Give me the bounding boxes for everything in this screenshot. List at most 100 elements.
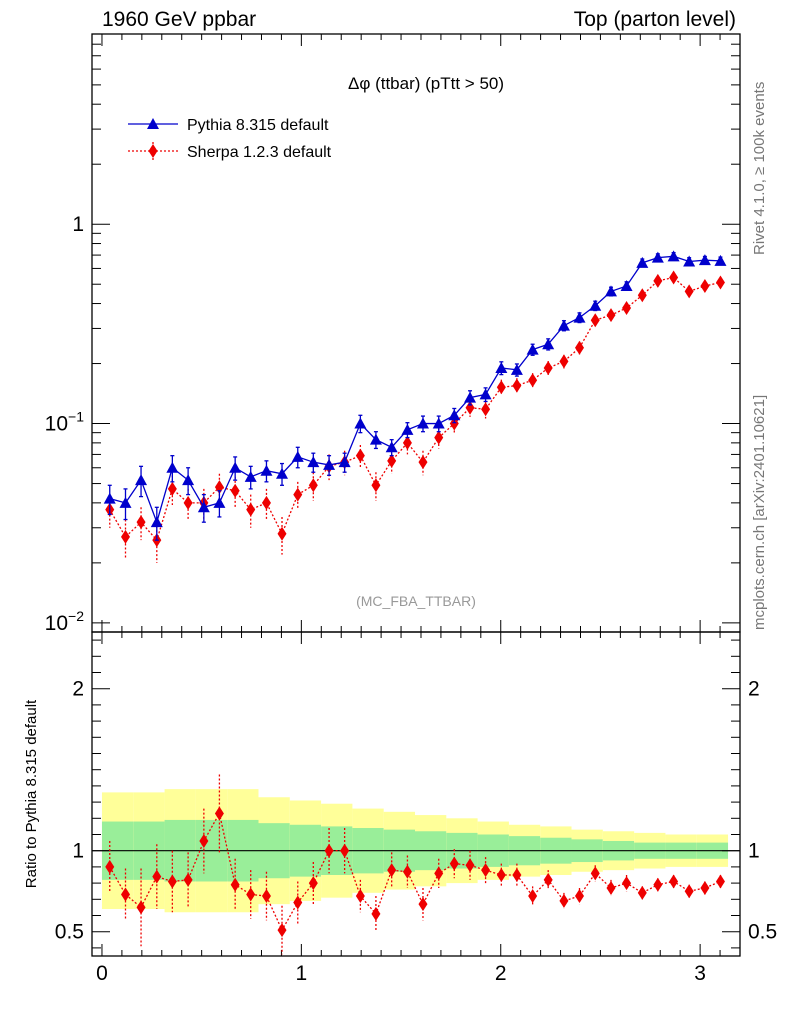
diamond-marker (418, 455, 428, 470)
diamond-marker (214, 480, 224, 495)
triangle-marker (135, 474, 148, 486)
diamond-marker (136, 900, 146, 915)
diamond-marker (700, 880, 710, 895)
diamond-marker (512, 378, 522, 393)
triangle-marker (276, 467, 289, 479)
ratio-y-ticks (92, 639, 740, 949)
triangle-marker (244, 470, 257, 482)
diamond-marker (637, 885, 647, 900)
y-tick-label: 10−1 (45, 409, 85, 436)
triangle-marker (338, 456, 351, 468)
triangle-marker (698, 254, 711, 266)
diamond-marker (669, 270, 679, 285)
diamond-marker (167, 874, 177, 889)
triangle-marker (510, 363, 523, 375)
diamond-marker (465, 400, 475, 415)
diamond-marker (543, 360, 553, 375)
diamond-marker (590, 313, 600, 328)
diamond-marker (528, 373, 538, 388)
triangle-marker (620, 279, 633, 291)
diamond-marker (246, 887, 256, 902)
ratio-y-tick-label-right: 2 (748, 678, 760, 701)
diamond-marker (543, 872, 553, 887)
diamond-marker (371, 478, 381, 493)
triangle-marker (307, 456, 320, 468)
triangle-marker (182, 474, 195, 486)
diamond-marker (308, 478, 318, 493)
triangle-marker (416, 417, 429, 429)
triangle-marker (479, 388, 492, 400)
header-right-title: Top (parton level) (573, 8, 736, 31)
triangle-marker (495, 361, 508, 373)
x-axis-ticks (101, 34, 741, 956)
diamond-marker (120, 529, 130, 544)
diamond-marker (559, 893, 569, 908)
triangle-marker (291, 450, 304, 462)
triangle-marker (401, 423, 414, 435)
series-line (109, 811, 721, 932)
diamond-marker (246, 502, 256, 517)
triangle-marker (526, 343, 539, 355)
diamond-marker (434, 866, 444, 881)
triangle-marker (213, 496, 226, 508)
header-left-title: 1960 GeV ppbar (102, 8, 257, 31)
diamond-marker (340, 843, 350, 858)
diamond-marker (261, 495, 271, 510)
diamond-marker (355, 448, 365, 463)
triangle-marker (354, 417, 367, 429)
diamond-marker (402, 864, 412, 879)
x-tick-label: 2 (495, 962, 507, 985)
ratio-y-tick-label-left: 0.5 (55, 921, 84, 944)
ratio-y-tick-label-right: 0.5 (748, 921, 777, 944)
diamond-marker (183, 495, 193, 510)
triangle-marker (636, 256, 649, 268)
diamond-marker (105, 859, 115, 874)
triangle-marker (229, 461, 242, 473)
triangle-marker (651, 251, 664, 263)
diamond-marker (715, 874, 725, 889)
analysis-watermark: (MC_FBA_TTBAR) (356, 593, 476, 609)
diamond-marker (402, 435, 412, 450)
diamond-marker (183, 872, 193, 887)
diamond-marker (308, 876, 318, 891)
diamond-marker (214, 806, 224, 821)
diamond-marker (293, 487, 303, 502)
ratio-y-axis-label: Ratio to Pythia 8.315 default (23, 699, 40, 888)
triangle-marker (557, 319, 570, 331)
diamond-marker (715, 275, 725, 290)
triangle-marker (589, 299, 602, 311)
diamond-marker (387, 453, 397, 468)
diamond-marker (653, 877, 663, 892)
main-y-ticks (92, 33, 740, 624)
x-tick-label: 1 (296, 962, 308, 985)
diamond-marker (574, 889, 584, 904)
diamond-marker (199, 833, 209, 848)
diamond-marker (653, 273, 663, 288)
triangle-marker (604, 285, 617, 297)
triangle-marker (369, 433, 382, 445)
diamond-marker (120, 887, 130, 902)
diamond-marker (496, 380, 506, 395)
diamond-marker (622, 876, 632, 891)
triangle-marker (103, 492, 116, 504)
diamond-marker (277, 526, 287, 541)
triangle-marker (197, 501, 210, 513)
x-tick-label: 3 (694, 962, 706, 985)
diamond-marker (684, 284, 694, 299)
ratio-y-tick-label-left: 1 (72, 840, 84, 863)
triangle-marker (147, 118, 159, 129)
triangle-marker (150, 516, 163, 528)
triangle-marker (683, 255, 696, 267)
triangle-marker (385, 441, 398, 453)
series-line (109, 255, 721, 525)
diamond-marker (167, 481, 177, 496)
legend: Pythia 8.315 default Sherpa 1.2.3 default (128, 117, 332, 161)
diamond-marker (355, 889, 365, 904)
diamond-marker (700, 278, 710, 293)
diamond-marker (606, 308, 616, 323)
diamond-marker (277, 923, 287, 938)
legend-item: Pythia 8.315 default (128, 117, 329, 134)
ratio-y-tick-label-left: 2 (72, 678, 84, 701)
diamond-marker (481, 402, 491, 417)
